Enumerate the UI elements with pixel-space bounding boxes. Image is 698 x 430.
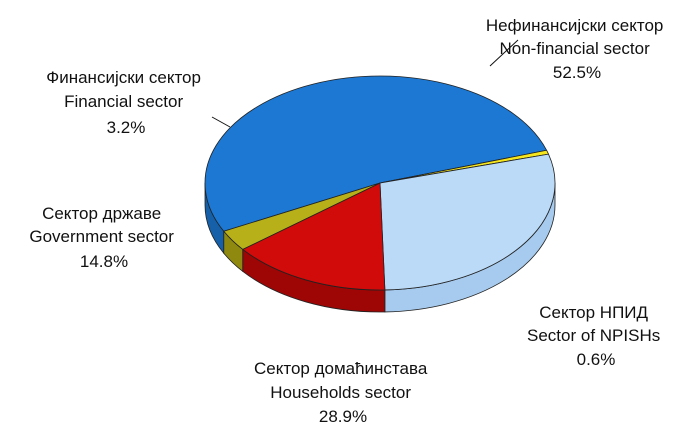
leader-financial	[211, 116, 231, 128]
label-npish: Сектор НПИД Sector of NPISHs 0.6%	[527, 303, 665, 369]
pie-slice-non-financial-sector	[204, 75, 548, 232]
label-financial: Финансијски сектор Financial sector 3.2%	[46, 68, 205, 137]
leader-lines	[211, 39, 519, 128]
leader-non-financial	[489, 39, 519, 67]
pie-slice-government-sector	[241, 182, 386, 291]
label-government: Сектор државе Government sector 14.8%	[29, 204, 178, 271]
pie-slice-households-sector	[379, 153, 556, 291]
label-households: Сектор домаћинстава Households sector 28…	[254, 359, 432, 426]
pie-tops	[204, 75, 556, 291]
pie-slice-financial-sector	[223, 182, 381, 250]
label-non-financial: Нефинансијски сектор Non-financial secto…	[486, 16, 668, 82]
